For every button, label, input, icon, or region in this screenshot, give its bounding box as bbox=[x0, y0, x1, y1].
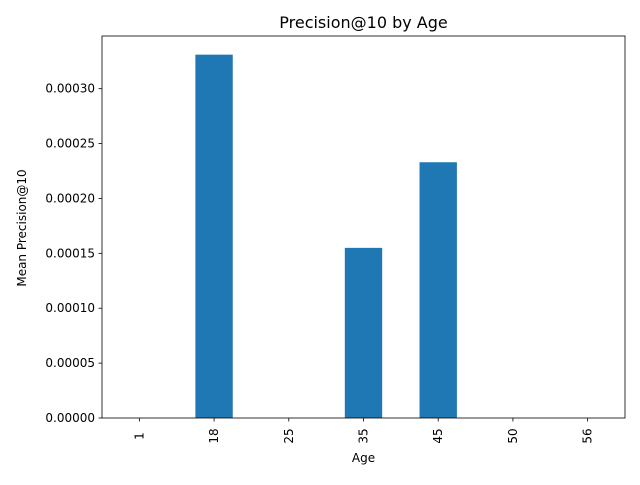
x-axis-label: Age bbox=[352, 451, 375, 465]
x-tick-label: 35 bbox=[357, 428, 371, 443]
x-tick-label: 18 bbox=[207, 428, 221, 443]
bar-45 bbox=[419, 162, 457, 418]
y-tick-label: 0.00030 bbox=[45, 82, 95, 96]
x-axis-ticks: 1 18 25 35 45 50 56 bbox=[132, 418, 595, 444]
x-tick-label: 1 bbox=[132, 432, 146, 440]
x-tick-label: 25 bbox=[282, 428, 296, 443]
y-axis-label: Mean Precision@10 bbox=[15, 169, 29, 286]
x-tick-label: 56 bbox=[581, 428, 595, 443]
x-tick-label: 50 bbox=[506, 428, 520, 443]
y-tick-label: 0.00015 bbox=[45, 246, 95, 260]
y-tick-label: 0.00010 bbox=[45, 301, 95, 315]
y-tick-label: 0.00020 bbox=[45, 191, 95, 205]
plot-frame bbox=[101, 35, 626, 419]
y-tick-label: 0.00005 bbox=[45, 356, 95, 370]
chart-title: Precision@10 by Age bbox=[279, 13, 448, 32]
y-axis-ticks: 0.00000 0.00005 0.00010 0.00015 0.00020 0.000… bbox=[45, 82, 102, 425]
bars-group bbox=[195, 54, 457, 418]
bar-35 bbox=[344, 247, 383, 418]
x-tick-label: 45 bbox=[431, 428, 445, 443]
y-tick-label: 0.00025 bbox=[45, 137, 95, 151]
y-tick-label: 0.00000 bbox=[45, 411, 95, 425]
bar-18 bbox=[195, 54, 233, 418]
